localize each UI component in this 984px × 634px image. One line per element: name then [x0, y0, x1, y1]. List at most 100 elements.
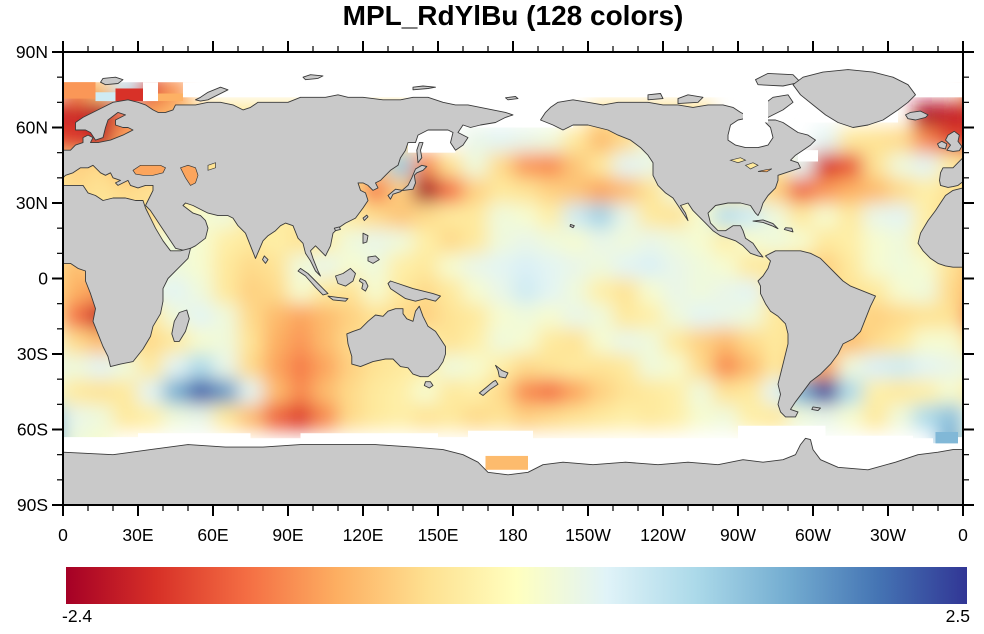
landmass — [171, 309, 190, 342]
field-cell — [888, 379, 914, 405]
field-cell — [913, 404, 939, 431]
field-cell — [663, 253, 689, 280]
field-cell — [213, 404, 239, 431]
field-cell — [238, 278, 264, 305]
field-cell — [213, 354, 239, 380]
blocky-cell — [935, 432, 958, 444]
field-cell — [313, 328, 339, 355]
field-cell — [438, 278, 464, 305]
field-cell — [63, 278, 89, 305]
landmass — [752, 219, 779, 230]
field-cell — [438, 203, 464, 229]
landmass — [505, 96, 519, 101]
field-cell — [613, 278, 639, 305]
field-cell — [888, 177, 914, 204]
field-cell — [688, 228, 714, 254]
field-cell — [563, 177, 589, 204]
field-cell — [863, 328, 889, 355]
field-cell — [688, 379, 714, 405]
landmass — [495, 364, 509, 379]
field-cell — [838, 379, 864, 405]
field-cell — [438, 303, 464, 330]
field-cell — [338, 379, 364, 405]
field-cell — [413, 228, 439, 254]
field-cell — [513, 127, 539, 154]
landmass — [939, 157, 963, 188]
y-axis-tick-label: 90S — [17, 495, 48, 515]
field-cell — [563, 354, 589, 380]
y-axis-tick-label: 30N — [16, 193, 48, 213]
field-cell — [963, 329, 984, 355]
field-cell — [338, 303, 364, 330]
field-cell — [413, 404, 439, 431]
field-cell — [463, 328, 489, 355]
blocky-cell — [95, 92, 116, 102]
field-cell — [388, 228, 414, 254]
field-cell — [63, 303, 64, 330]
field-cell — [588, 152, 614, 179]
field-cell — [888, 354, 914, 380]
field-cell — [388, 379, 414, 405]
field-cell — [463, 127, 489, 154]
field-cell — [863, 228, 889, 254]
field-cell — [813, 379, 839, 405]
field-cell — [213, 328, 239, 355]
field-cell — [263, 328, 289, 355]
field-cell — [488, 278, 514, 305]
landmass — [412, 85, 436, 91]
landmass — [937, 140, 948, 150]
field-cell — [413, 152, 439, 179]
field-cell — [163, 278, 189, 305]
field-cell — [563, 228, 589, 254]
field-cell — [963, 153, 984, 179]
field-cell — [263, 404, 289, 431]
field-cell — [838, 152, 864, 179]
plot-title: MPL_RdYlBu (128 colors) — [342, 0, 684, 31]
field-cell — [438, 404, 464, 431]
field-cell — [63, 152, 64, 179]
field-cell — [863, 404, 889, 431]
field-cell — [963, 228, 984, 254]
field-cell — [613, 177, 639, 204]
field-cell — [63, 379, 64, 405]
landmass — [63, 437, 963, 505]
land-layer — [63, 69, 963, 505]
field-cell — [213, 278, 239, 305]
field-cell — [688, 404, 714, 431]
field-cell — [838, 228, 864, 254]
field-cell — [563, 303, 589, 330]
field-cell — [63, 354, 89, 380]
landmass — [757, 250, 876, 418]
landmass — [905, 110, 929, 121]
field-cell — [663, 328, 689, 355]
field-cell — [488, 404, 514, 431]
field-cell — [538, 379, 564, 405]
landmass — [387, 164, 428, 200]
x-axis-tick-label: 120E — [343, 525, 384, 545]
field-cell — [963, 77, 984, 103]
field-cell — [538, 203, 564, 229]
colorbar-labels: -2.4 2.5 — [62, 606, 970, 627]
landmass — [297, 267, 329, 296]
field-cell — [438, 152, 464, 179]
field-cell — [413, 177, 439, 204]
field-cell — [863, 152, 889, 179]
y-axis-tick-label: 0 — [38, 269, 48, 289]
field-cell — [638, 354, 664, 380]
field-cell — [563, 127, 589, 154]
inland-seas-layer — [132, 157, 772, 186]
field-cell — [838, 177, 864, 204]
field-cell — [613, 379, 639, 405]
field-cell — [588, 228, 614, 254]
black-sea — [132, 164, 166, 176]
field-cell — [513, 328, 539, 355]
landmass — [811, 406, 821, 412]
x-axis-tick-label: 60W — [795, 525, 831, 545]
landmass — [783, 227, 794, 233]
field-cell — [538, 404, 564, 431]
field-cell — [263, 278, 289, 305]
field-cell — [838, 404, 864, 431]
field-cell — [788, 228, 814, 254]
field-cell — [788, 177, 814, 204]
field-cell — [463, 303, 489, 330]
